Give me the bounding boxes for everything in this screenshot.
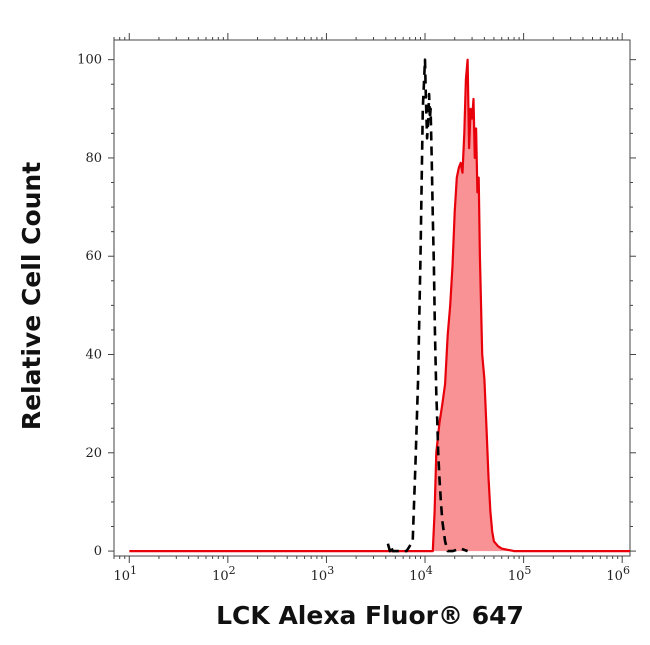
x-tick-label-exponent: 2 — [229, 564, 236, 577]
x-tick-label: 106 — [606, 564, 630, 584]
x-tick-label-base: 10 — [113, 569, 130, 584]
x-tick-label-exponent: 5 — [524, 564, 531, 577]
x-tick-label-exponent: 3 — [327, 564, 334, 577]
x-tick-label-exponent: 1 — [130, 564, 137, 577]
stained-histogram-line — [129, 58, 630, 553]
y-tick-label: 40 — [85, 348, 102, 363]
x-axis-title: LCK Alexa Fluor® 647 — [216, 601, 524, 630]
x-tick-label-base: 10 — [508, 569, 525, 584]
x-tick-label-base: 10 — [311, 569, 328, 584]
x-tick-label: 103 — [311, 564, 335, 584]
x-tick-label: 104 — [409, 564, 433, 584]
plot-frame — [113, 39, 631, 557]
x-tick-label-exponent: 4 — [426, 564, 433, 577]
y-tick-label: 60 — [85, 249, 102, 264]
x-tick-label: 101 — [113, 564, 137, 584]
x-tick-label-base: 10 — [409, 569, 426, 584]
control-histogram-line — [386, 58, 469, 553]
stained-histogram-fill — [129, 59, 631, 552]
x-tick-label-base: 10 — [212, 569, 229, 584]
y-axis-title-text: Relative Cell Count — [17, 162, 46, 430]
x-tick-label-base: 10 — [606, 569, 623, 584]
y-tick-label: 80 — [85, 151, 102, 166]
x-tick-label: 105 — [508, 564, 532, 584]
y-axis-title: Relative Cell Count — [17, 162, 46, 430]
y-tick-label: 0 — [94, 544, 102, 559]
y-tick-label: 20 — [85, 446, 102, 461]
y-tick-label: 100 — [77, 53, 102, 68]
x-tick-label-exponent: 6 — [623, 564, 630, 577]
x-tick-label: 102 — [212, 564, 236, 584]
